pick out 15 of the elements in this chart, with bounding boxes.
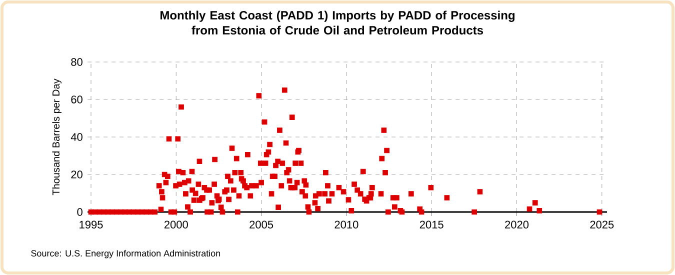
- y-tick-label: 40: [70, 133, 82, 141]
- y-axis-title: Thousand Barrels per Day: [52, 78, 62, 196]
- y-tick-label: 80: [71, 58, 82, 66]
- x-tick-label: 2010: [334, 220, 358, 228]
- x-tick-label: 2020: [505, 220, 529, 228]
- source-note: Source: U.S. Energy Information Administration: [31, 250, 220, 258]
- y-tick-label: 20: [71, 170, 82, 178]
- y-tick-label: 0: [77, 208, 82, 216]
- x-tick-label: 1995: [80, 220, 103, 228]
- x-tick-label: 2000: [164, 220, 188, 228]
- x-tick-label: 2005: [250, 220, 274, 228]
- x-tick-label: 2025: [590, 220, 614, 228]
- x-tick-label: 2015: [420, 220, 444, 228]
- chart-title: Monthly East Coast (PADD 1) Imports by PADD of Processing from Estonia of Crude Oil and Petroleum Products: [160, 10, 514, 35]
- y-tick-label: 60: [71, 96, 82, 104]
